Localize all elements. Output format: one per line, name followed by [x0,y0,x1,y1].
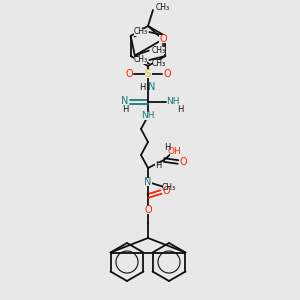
Text: O: O [144,205,152,215]
Bar [164,143,170,151]
Text: OH: OH [167,148,181,157]
Text: CH₃: CH₃ [156,2,170,11]
Bar [152,47,165,54]
Bar [155,163,161,170]
Bar [177,106,183,112]
Text: O: O [125,69,133,79]
Text: O: O [179,157,187,167]
Bar [157,4,169,11]
Bar [145,178,152,186]
Bar [122,97,128,105]
Bar [139,83,145,91]
Bar [134,56,147,64]
Bar [163,187,170,195]
Bar [145,70,152,78]
Bar [179,158,187,166]
Text: CH₃: CH₃ [162,182,176,191]
Bar [169,148,178,156]
Bar [148,83,155,91]
Text: H: H [139,82,145,91]
Text: N: N [121,96,129,106]
Bar [164,70,170,78]
Text: NH: NH [141,112,155,121]
Bar [163,184,175,190]
Text: O: O [163,69,171,79]
Text: CH₃: CH₃ [152,46,166,55]
Text: O: O [159,34,167,44]
Bar [152,60,165,67]
Text: NH: NH [166,97,180,106]
Text: CH₃: CH₃ [133,56,147,64]
Bar [145,206,152,214]
Text: S: S [145,69,151,79]
Text: N: N [148,82,156,92]
Text: O: O [162,186,170,196]
Bar [143,112,152,120]
Bar [125,70,133,78]
Bar [134,28,147,35]
Text: H: H [164,142,170,152]
Bar [169,97,178,105]
Text: CH₃: CH₃ [133,28,147,37]
Text: N: N [144,177,152,187]
Text: H: H [177,104,183,113]
Bar [159,35,167,44]
Bar [122,106,128,113]
Text: H: H [122,106,128,115]
Text: CH₃: CH₃ [152,59,166,68]
Text: H: H [155,161,161,170]
